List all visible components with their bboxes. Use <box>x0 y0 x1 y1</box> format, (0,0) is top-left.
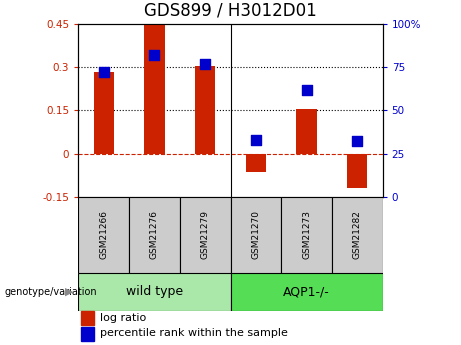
Bar <box>296 109 317 154</box>
Bar <box>82 312 94 325</box>
Bar <box>332 197 383 273</box>
Bar <box>129 197 180 273</box>
Point <box>201 61 209 67</box>
Title: GDS899 / H3012D01: GDS899 / H3012D01 <box>144 2 317 20</box>
Point <box>100 70 107 75</box>
Text: GSM21282: GSM21282 <box>353 210 362 259</box>
Text: GSM21273: GSM21273 <box>302 210 311 259</box>
Text: percentile rank within the sample: percentile rank within the sample <box>100 328 288 338</box>
Bar <box>230 273 383 310</box>
Bar <box>78 197 129 273</box>
Bar <box>246 154 266 172</box>
Text: GSM21276: GSM21276 <box>150 210 159 259</box>
Point <box>252 137 260 142</box>
Bar <box>195 66 215 154</box>
Bar <box>180 197 230 273</box>
Text: GSM21266: GSM21266 <box>99 210 108 259</box>
Bar <box>78 273 230 310</box>
Point <box>303 87 310 92</box>
Text: AQP1-/-: AQP1-/- <box>283 285 330 298</box>
Text: GSM21270: GSM21270 <box>251 210 260 259</box>
Point <box>151 52 158 58</box>
Bar <box>144 23 165 154</box>
Text: genotype/variation: genotype/variation <box>5 287 97 296</box>
Text: wild type: wild type <box>126 285 183 298</box>
Text: GSM21279: GSM21279 <box>201 210 210 259</box>
Bar <box>94 72 114 154</box>
Bar <box>230 197 281 273</box>
Text: log ratio: log ratio <box>100 313 146 323</box>
Text: ▶: ▶ <box>65 287 73 296</box>
Point <box>354 139 361 144</box>
Bar <box>281 197 332 273</box>
Bar <box>347 154 367 188</box>
Bar <box>82 327 94 341</box>
